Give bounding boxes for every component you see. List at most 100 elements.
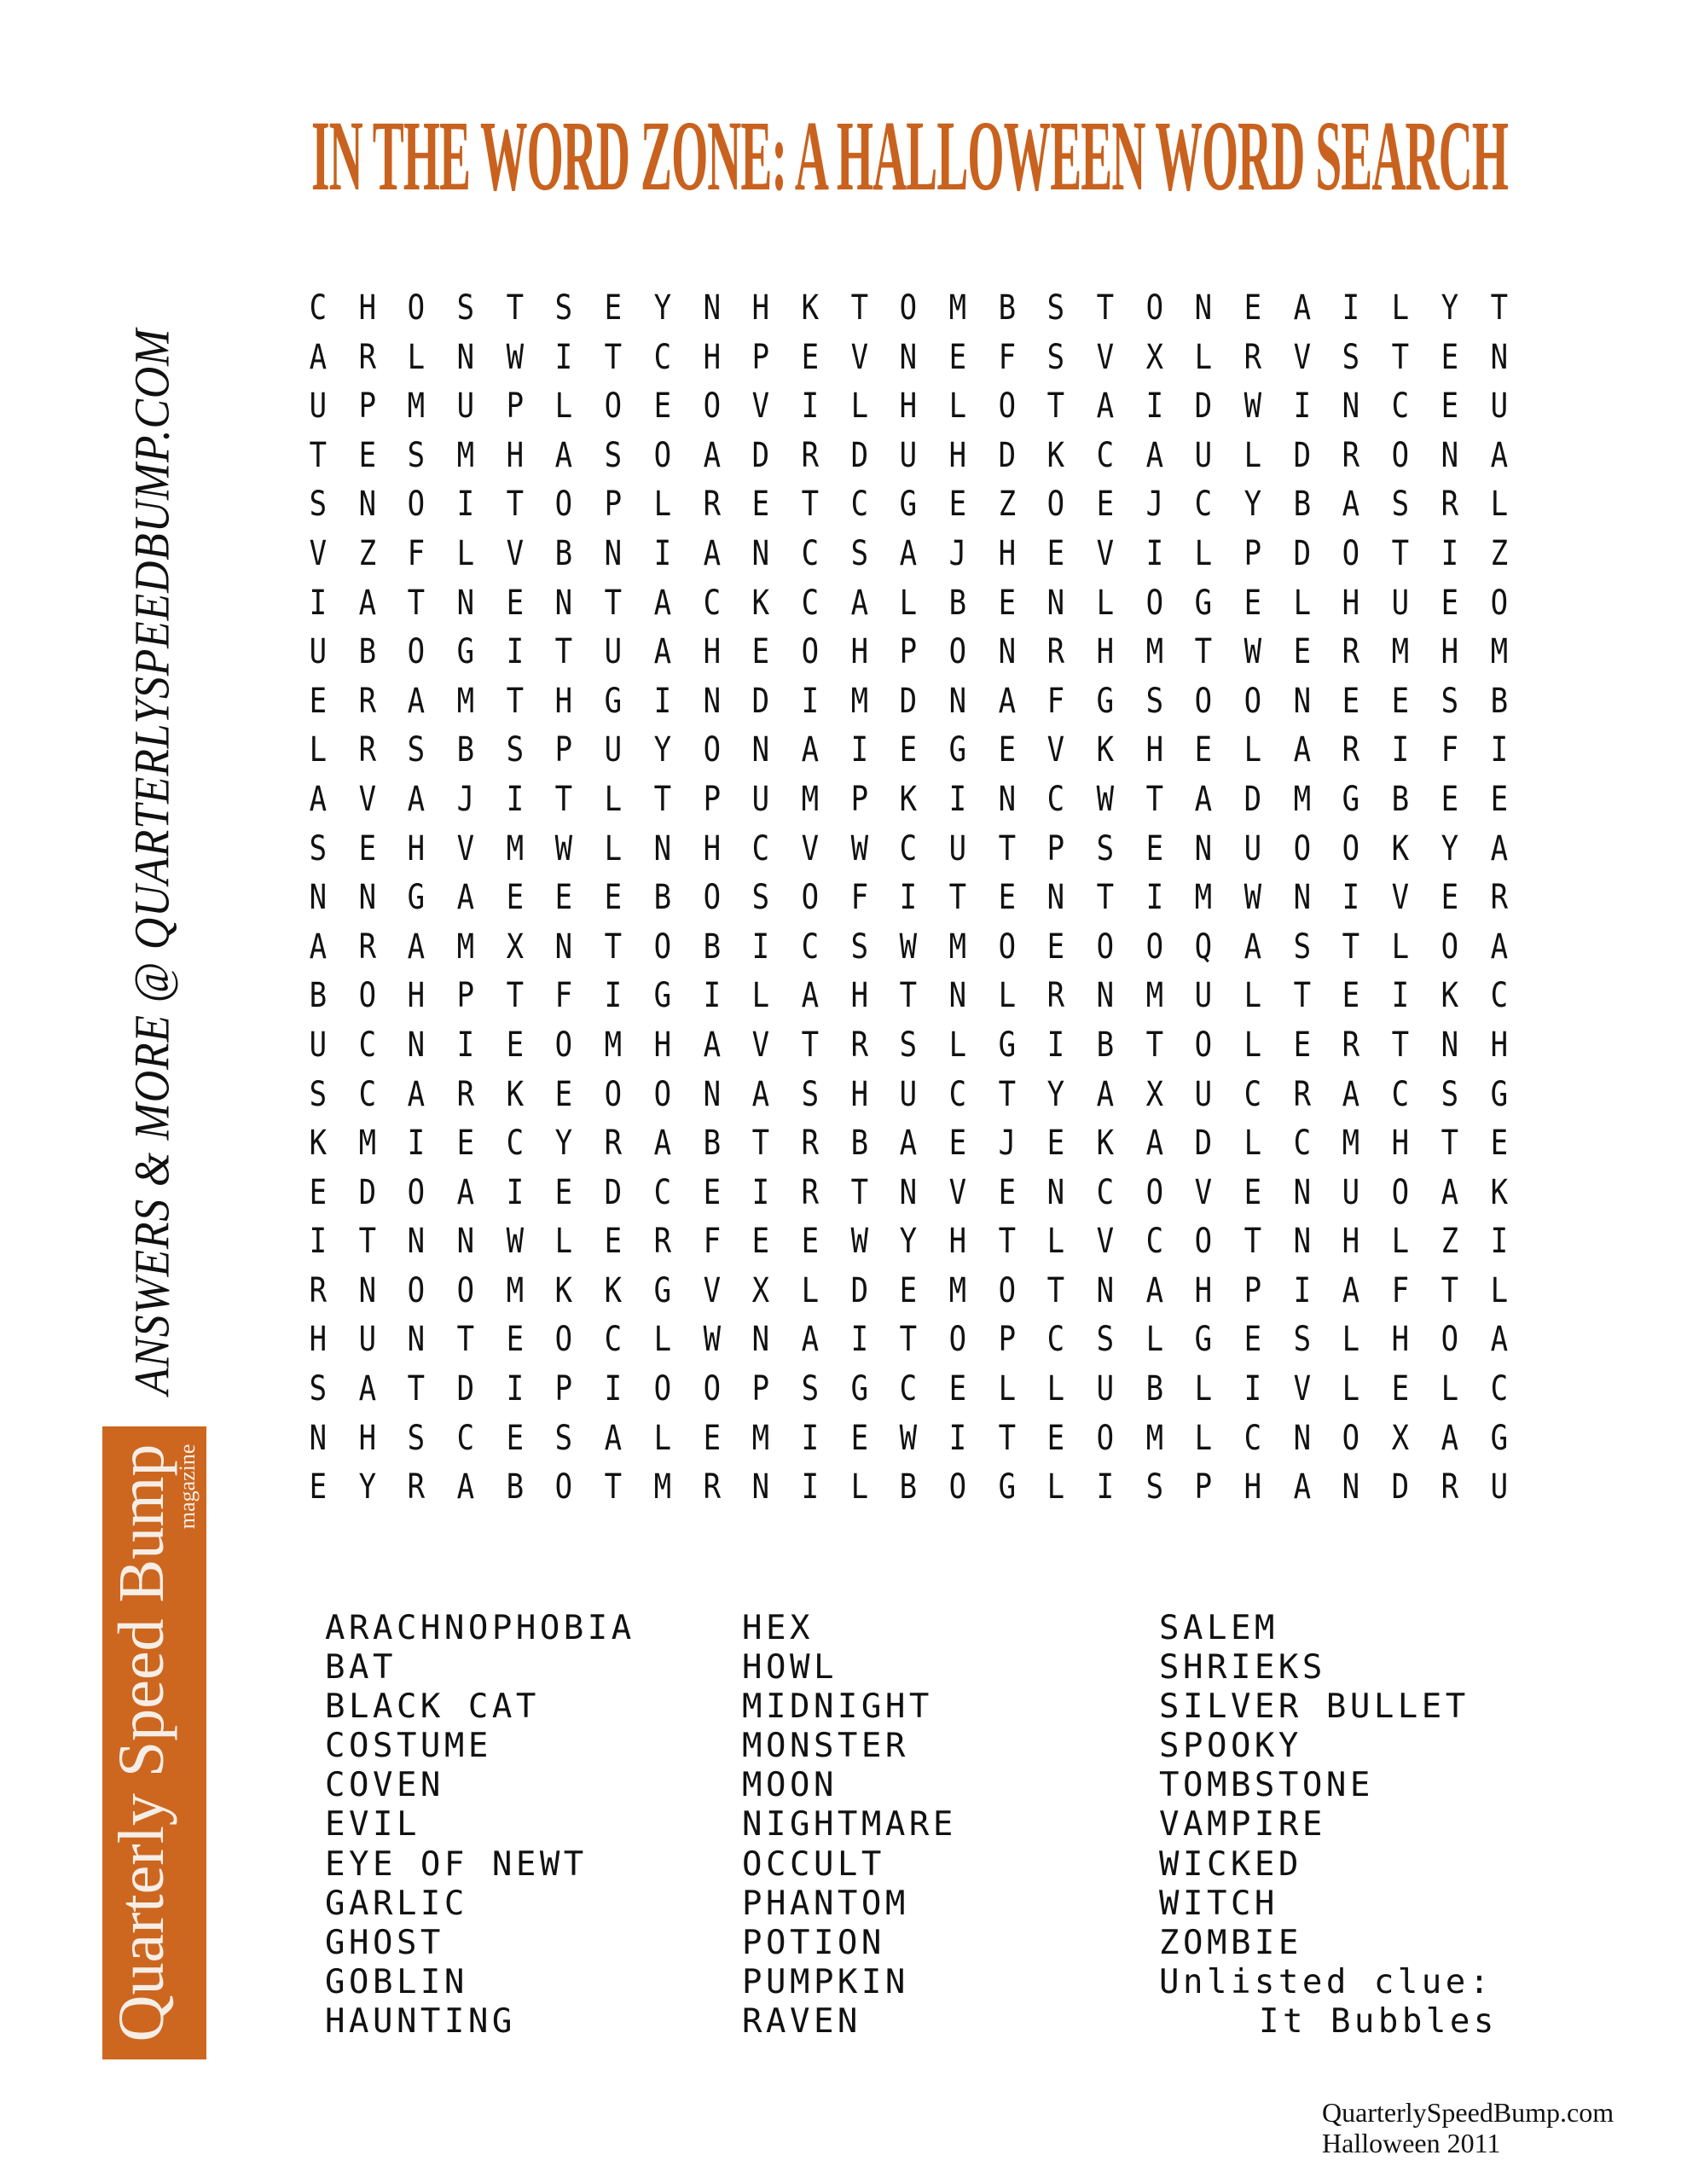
grid-letter: T — [604, 1467, 623, 1507]
grid-letter: N — [1490, 337, 1508, 377]
grid-letter: R — [1046, 976, 1065, 1016]
grid-letter: B — [358, 632, 376, 672]
grid-letter: S — [555, 288, 573, 328]
grid-letter: C — [1391, 386, 1410, 427]
word-list-item: SILVER BULLET — [1159, 1687, 1470, 1727]
grid-letter: N — [1046, 583, 1065, 623]
grid-letter: H — [407, 828, 426, 868]
grid-letter: L — [1244, 730, 1262, 770]
grid-letter: N — [1096, 976, 1115, 1016]
grid-letter: Y — [1441, 288, 1458, 328]
grid-letter: T — [604, 926, 623, 967]
grid-letter: M — [850, 681, 868, 721]
grid-letter: K — [801, 288, 819, 328]
grid-letter: I — [801, 1418, 819, 1458]
grid-letter: C — [1244, 1074, 1262, 1114]
grid-letter: W — [850, 828, 868, 868]
grid-letter: T — [948, 878, 967, 918]
grid-letter: E — [1490, 1124, 1508, 1164]
grid-letter: F — [998, 337, 1016, 377]
grid-letter: I — [653, 681, 671, 721]
grid-letter: A — [456, 878, 475, 918]
grid-letter: P — [1046, 828, 1065, 868]
grid-letter: M — [456, 681, 475, 721]
grid-letter: T — [801, 1025, 819, 1065]
grid-letter: L — [1342, 1369, 1360, 1409]
grid-letter: H — [1194, 1270, 1213, 1310]
grid-letter: O — [407, 632, 426, 672]
grid-letter: H — [948, 435, 967, 475]
grid-letter: K — [604, 1270, 623, 1310]
grid-letter: R — [604, 1124, 623, 1164]
grid-letter: O — [801, 632, 819, 672]
grid-letter: G — [1490, 1074, 1508, 1114]
grid-letter: L — [850, 1467, 868, 1507]
grid-letter: K — [506, 1074, 524, 1114]
word-list-item: WICKED — [1159, 1844, 1302, 1884]
grid-letter: M — [407, 386, 426, 427]
grid-letter: D — [1293, 533, 1311, 573]
grid-letter: O — [604, 386, 623, 427]
grid-letter: T — [555, 779, 573, 819]
grid-letter: O — [1441, 926, 1458, 967]
grid-letter: G — [1194, 1320, 1213, 1360]
word-list-item: COVEN — [325, 1766, 444, 1805]
grid-letter: E — [506, 1418, 524, 1458]
grid-letter: O — [407, 1270, 426, 1310]
grid-letter: E — [1194, 730, 1213, 770]
grid-letter: C — [1391, 1074, 1410, 1114]
grid-letter: U — [309, 632, 328, 672]
grid-letter: E — [555, 1074, 573, 1114]
grid-letter: T — [1441, 1124, 1458, 1164]
grid-letter: T — [1194, 632, 1213, 672]
grid-letter: R — [358, 681, 376, 721]
grid-letter: O — [1391, 1172, 1410, 1212]
grid-letter: D — [1194, 386, 1213, 427]
grid-letter: O — [1145, 926, 1163, 967]
grid-letter: W — [703, 1320, 721, 1360]
grid-letter: M — [604, 1025, 623, 1065]
word-list-item: BAT — [325, 1648, 397, 1687]
grid-letter: G — [653, 976, 671, 1016]
grid-letter: E — [456, 1124, 475, 1164]
grid-letter: A — [801, 1320, 819, 1360]
grid-letter: E — [506, 878, 524, 918]
grid-letter: E — [751, 1222, 770, 1262]
grid-letter: O — [948, 1320, 967, 1360]
grid-letter: K — [1096, 1124, 1115, 1164]
grid-letter: R — [309, 1270, 328, 1310]
grid-letter: U — [1194, 976, 1213, 1016]
grid-letter: E — [1293, 1025, 1311, 1065]
grid-letter: M — [358, 1124, 376, 1164]
word-list-item: SHRIEKS — [1159, 1648, 1326, 1687]
grid-letter: R — [1342, 1025, 1360, 1065]
grid-letter: A — [653, 632, 671, 672]
grid-letter: A — [1293, 1467, 1311, 1507]
grid-letter: R — [703, 485, 721, 525]
grid-letter: N — [703, 288, 721, 328]
grid-letter: N — [703, 1074, 721, 1114]
grid-letter: D — [358, 1172, 376, 1212]
grid-letter: E — [998, 1172, 1016, 1212]
grid-letter: H — [358, 1418, 376, 1458]
grid-letter: O — [604, 1074, 623, 1114]
grid-letter: S — [555, 1418, 573, 1458]
word-list-item: WITCH — [1159, 1884, 1278, 1923]
grid-letter: S — [801, 1369, 819, 1409]
grid-letter: E — [555, 1172, 573, 1212]
grid-letter: A — [1194, 779, 1213, 819]
word-list-item: MOON — [742, 1766, 838, 1805]
grid-letter: Z — [998, 485, 1016, 525]
grid-letter: E — [998, 730, 1016, 770]
grid-letter: L — [407, 337, 426, 377]
grid-letter: W — [1244, 878, 1262, 918]
grid-letter: O — [1342, 1418, 1360, 1458]
grid-letter: O — [1244, 681, 1262, 721]
grid-letter: V — [751, 386, 770, 427]
grid-letter: O — [998, 926, 1016, 967]
grid-letter: V — [1096, 533, 1115, 573]
grid-letter: R — [358, 926, 376, 967]
